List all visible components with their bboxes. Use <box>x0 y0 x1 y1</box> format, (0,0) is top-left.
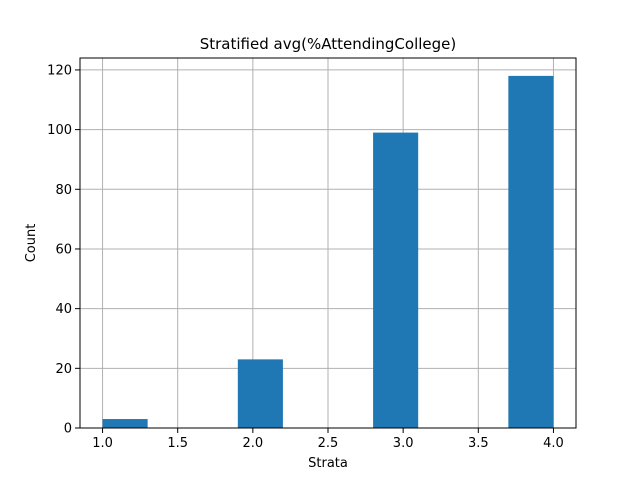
y-tick-label: 40 <box>55 302 72 317</box>
ticks-layer: 1.0 1.5 2.0 2.5 3.0 3.5 4.0 0 20 40 60 80 100 120 <box>47 63 564 451</box>
x-tick-label: 2.0 <box>243 436 264 451</box>
y-tick-label: 20 <box>55 362 72 377</box>
histogram-bar <box>237 359 283 428</box>
x-tick-label: 1.5 <box>167 436 188 451</box>
y-tick-label: 100 <box>47 123 72 138</box>
histogram-bar <box>373 132 419 428</box>
chart-title: Stratified avg(%AttendingCollege) <box>200 35 457 53</box>
grid-layer <box>80 58 576 429</box>
x-tick-label: 3.0 <box>393 436 414 451</box>
y-tick-label: 60 <box>55 242 72 257</box>
x-tick-label: 3.5 <box>468 436 489 451</box>
y-tick-label: 0 <box>64 422 72 437</box>
y-tick-label: 80 <box>55 183 72 198</box>
y-tick-label: 120 <box>47 63 72 78</box>
bars-layer <box>102 75 554 428</box>
x-tick-label: 2.5 <box>318 436 339 451</box>
x-axis-label: Strata <box>308 456 348 471</box>
histogram-bar <box>102 419 148 428</box>
y-axis-label: Count <box>24 224 39 263</box>
x-tick-label: 4.0 <box>543 436 564 451</box>
histogram-bar <box>508 75 554 428</box>
x-tick-label: 1.0 <box>92 436 113 451</box>
